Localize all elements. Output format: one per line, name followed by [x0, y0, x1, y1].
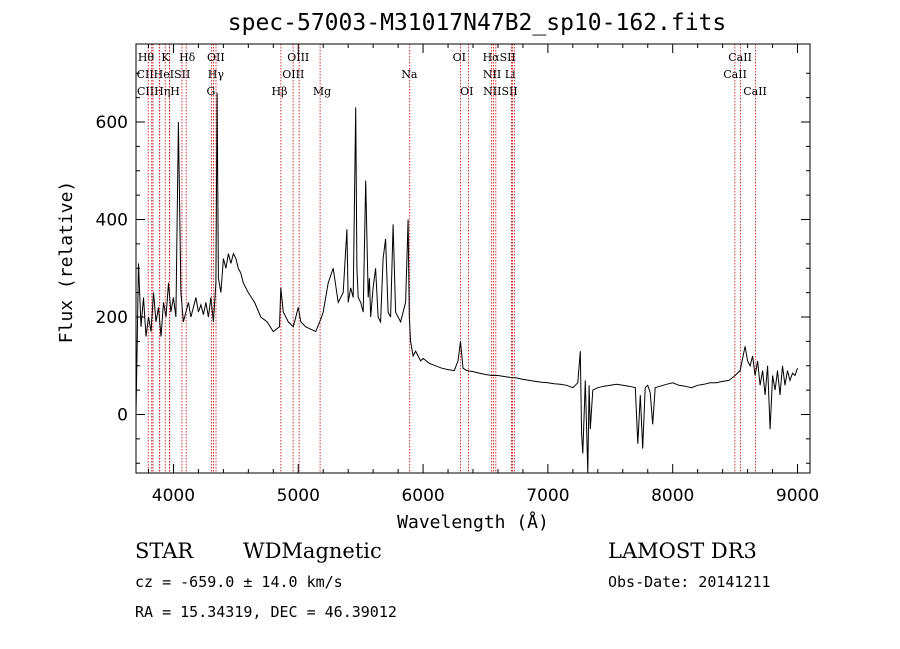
line-label-6: HαSII [483, 51, 516, 64]
x-tick-label-4: 8000 [651, 486, 694, 506]
line-label-20: CaII [743, 85, 767, 98]
line-label-5: OI [453, 51, 466, 64]
line-label-0: Hθ [138, 51, 155, 64]
y-tick-label-2: 400 [96, 211, 128, 231]
line-label-10: OIII [282, 68, 304, 81]
line-label-11: Na [401, 68, 418, 81]
line-label-4: OIII [287, 51, 309, 64]
redshift-velocity: cz = -659.0 ± 14.0 km/s [135, 573, 343, 591]
x-tick-label-2: 6000 [401, 486, 444, 506]
chart-title: spec-57003-M31017N47B2_sp10-162.fits [228, 10, 727, 36]
x-tick-label-0: 4000 [152, 486, 195, 506]
y-tick-label-0: 0 [117, 406, 128, 426]
y-tick-label-3: 600 [96, 113, 128, 133]
emission-line-markers [147, 44, 756, 473]
object-class: STAR [135, 539, 194, 563]
line-label-1: K [161, 51, 170, 64]
line-label-18: OI [460, 85, 473, 98]
ra-dec: RA = 15.34319, DEC = 46.39012 [135, 603, 397, 621]
axis-ticks: 4000 5000 6000 7000 8000 9000 0 200 400 600 [96, 44, 819, 506]
line-label-3: OII [207, 51, 225, 64]
line-label-2: Hδ [179, 51, 196, 64]
line-label-12: NII Li [483, 68, 516, 81]
plot-frame [135, 43, 811, 474]
line-labels: Hθ K Hδ OII OIII OI HαSII CaII CIIHeISII Hγ OIII Na… [137, 51, 767, 98]
line-label-13: CaII [723, 68, 747, 81]
spectrum-series [135, 92, 798, 474]
survey-name: LAMOST DR3 [608, 539, 757, 563]
y-axis-label: Flux (relative) [56, 181, 77, 344]
y-tick-label-1: 200 [96, 308, 128, 328]
x-tick-label-5: 9000 [776, 486, 819, 506]
x-tick-label-1: 5000 [277, 486, 320, 506]
object-subclass: WDMagnetic [243, 539, 382, 563]
line-label-15: G [206, 85, 215, 98]
x-axis-label: Wavelength (Å) [397, 511, 549, 533]
line-label-7: CaII [728, 51, 752, 64]
line-label-17: Mg [313, 85, 331, 98]
line-label-14: CIIHηH [137, 85, 180, 98]
line-label-19: NIISII [483, 85, 518, 98]
x-tick-label-3: 7000 [526, 486, 569, 506]
observation-date: Obs-Date: 20141211 [608, 573, 771, 591]
line-label-16: Hβ [272, 85, 288, 98]
line-label-8: CIIHeISII [137, 68, 191, 81]
spectrum-line [135, 92, 798, 474]
line-label-9: Hγ [208, 68, 225, 81]
